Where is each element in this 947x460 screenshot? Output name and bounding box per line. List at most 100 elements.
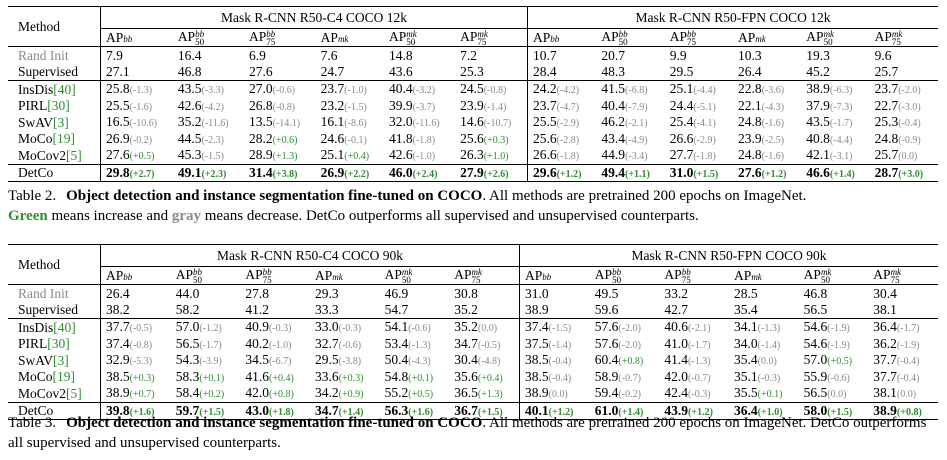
- value-cell: 33.0(-0.3): [310, 318, 380, 336]
- delta: (-1.7): [688, 339, 711, 351]
- delta: (+1.1): [625, 168, 650, 180]
- value: 28.5: [734, 285, 758, 301]
- value: 34.0: [734, 335, 758, 351]
- value: 43.9: [664, 402, 689, 418]
- caption-text: . All methods are pretrained 200 epochs …: [482, 188, 807, 204]
- value: 35.5: [734, 385, 758, 401]
- delta: (-4.2): [556, 85, 580, 97]
- value: 56.5: [175, 335, 200, 351]
- column-superscript: mk: [337, 33, 349, 44]
- citation-link[interactable]: [5]: [66, 147, 82, 163]
- value-cell: 43.4(-4.9): [596, 131, 664, 148]
- column-superscript: mk: [401, 266, 413, 277]
- method-name: InsDis: [18, 81, 54, 97]
- value-cell: 26.8(-0.8): [244, 98, 316, 115]
- value: 35.4: [734, 302, 758, 317]
- method-name: MoCo: [18, 369, 53, 384]
- value: 43.5: [806, 114, 830, 130]
- value: 26.8: [249, 97, 273, 113]
- delta: (-0.8): [272, 101, 296, 113]
- citation-link[interactable]: [3]: [53, 352, 69, 368]
- column-script: mk 75: [891, 267, 902, 284]
- value: 58.3: [175, 368, 200, 384]
- delta: (+0.5): [827, 356, 853, 368]
- delta: (-3.3): [201, 85, 224, 97]
- caption-text: means increase and: [47, 208, 172, 224]
- value-cell: 24.6(-0.1): [316, 131, 384, 148]
- column-script: bb 50: [612, 267, 621, 284]
- value: 46.0: [388, 164, 413, 180]
- method-name: MoCov2: [18, 385, 67, 401]
- value: 40.8: [806, 130, 830, 146]
- value: 49.1: [177, 164, 202, 180]
- value: 42.4: [664, 385, 689, 401]
- value: 23.7: [532, 97, 557, 113]
- delta: (+0.8): [269, 389, 294, 401]
- value: 32.7: [315, 335, 339, 351]
- value: 33.3: [315, 302, 339, 317]
- column-superscript: mk: [406, 28, 417, 39]
- value-cell: 25.7: [870, 64, 938, 81]
- delta: (-4.8): [477, 356, 501, 368]
- value-cell: 27.6(+1.2): [733, 163, 802, 182]
- value: 23.2: [320, 97, 345, 113]
- citation-link[interactable]: [5]: [66, 385, 82, 401]
- value-cell: 22.1(-4.3): [733, 98, 801, 115]
- value: 20.7: [601, 47, 626, 63]
- citation-link[interactable]: [30]: [47, 98, 70, 113]
- caption-label: Table 3.: [8, 415, 57, 431]
- value: 27.8: [245, 285, 270, 301]
- value: 38.9: [106, 385, 130, 401]
- delta: (-6.8): [625, 85, 648, 97]
- citation-link[interactable]: [30]: [47, 336, 70, 351]
- column-header: AP bb 75: [240, 266, 311, 285]
- column-subscript: 75: [891, 36, 901, 47]
- delta: (-3.9): [199, 356, 222, 368]
- value: 26.9: [320, 164, 345, 180]
- value-cell: 37.4(-1.5): [519, 318, 590, 336]
- column-base: AP: [874, 28, 892, 44]
- column-subscript: 75: [686, 36, 696, 47]
- header-row-groups: Method Mask R-CNN R50-C4 COCO 12k Mask R-C…: [8, 6, 938, 47]
- value: 25.5: [532, 114, 557, 130]
- value: 29.5: [669, 64, 694, 79]
- delta: (+2.3): [201, 168, 227, 180]
- value-cell: 33.3: [310, 302, 380, 319]
- delta: (+0.3): [129, 372, 155, 384]
- citation-link[interactable]: [3]: [53, 114, 69, 130]
- value: 27.6: [738, 164, 762, 180]
- value: 32.0: [388, 114, 413, 130]
- delta: (-2.1): [688, 323, 711, 335]
- column-header: AP mk 75: [869, 28, 938, 47]
- column-script: bb: [542, 271, 552, 282]
- column-header: AP mk 75: [449, 266, 520, 285]
- value-cell: 37.7(-0.4): [868, 369, 938, 386]
- value: 37.9: [806, 97, 830, 113]
- delta: (-3.0): [898, 101, 921, 113]
- delta: (-0.3): [338, 323, 362, 335]
- delta: (-4.4): [829, 134, 853, 146]
- citation-link[interactable]: [19]: [52, 131, 76, 146]
- value-cell: 46.8: [799, 285, 869, 302]
- value: 43.5: [177, 81, 202, 97]
- column-script: bb: [123, 34, 132, 43]
- citation-link[interactable]: [40]: [53, 319, 76, 335]
- value-cell: 56.5(-1.7): [171, 336, 241, 353]
- value-cell: 28.4: [526, 63, 597, 81]
- value: 58.9: [594, 368, 619, 384]
- value: 40.4: [388, 81, 413, 97]
- delta: (+0.9): [338, 389, 364, 401]
- value-cell: 28.9(+1.3): [244, 147, 316, 164]
- value-cell: 24.8(-0.9): [870, 131, 938, 148]
- column-script: bb 75: [263, 267, 272, 284]
- column-subscript: 50: [401, 274, 411, 285]
- value-cell: 35.4(0.0): [729, 352, 799, 369]
- value-cell: 59.7(+1.5): [170, 401, 241, 420]
- value: 45.3: [177, 147, 202, 163]
- delta: (-1.5): [344, 101, 367, 113]
- citation-link[interactable]: [40]: [53, 81, 76, 97]
- citation-link[interactable]: [19]: [52, 369, 76, 384]
- column-superscript: bb: [542, 271, 552, 282]
- value-cell: 24.5(-0.8): [455, 80, 528, 98]
- value-cell: 49.1(+2.3): [172, 163, 244, 182]
